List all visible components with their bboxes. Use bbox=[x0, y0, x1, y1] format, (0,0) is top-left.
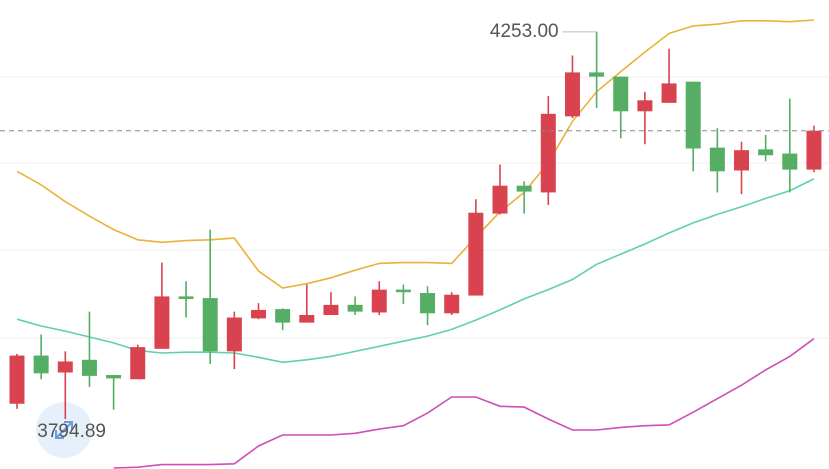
candle-body bbox=[202, 298, 218, 352]
candle-body bbox=[420, 293, 436, 314]
candle-body bbox=[395, 289, 411, 293]
candle-body bbox=[661, 83, 677, 103]
high-label: 4253.00 bbox=[490, 21, 559, 42]
candle-body bbox=[589, 72, 605, 77]
candle-body bbox=[516, 185, 532, 192]
candle-body bbox=[299, 315, 315, 323]
candle-body bbox=[106, 375, 122, 379]
candle-body bbox=[685, 81, 701, 149]
candle-body bbox=[9, 355, 25, 404]
candle-body bbox=[613, 76, 629, 112]
candle-body bbox=[492, 185, 508, 214]
candle-body bbox=[33, 355, 49, 374]
candle-body bbox=[371, 289, 387, 313]
candle-body bbox=[226, 317, 242, 352]
candle-body bbox=[347, 304, 363, 312]
candle-body bbox=[806, 130, 822, 170]
indicator-line bbox=[16, 178, 815, 364]
candle-body bbox=[57, 361, 73, 373]
candle-body bbox=[251, 309, 266, 319]
indicator-line bbox=[16, 19, 814, 289]
candle-body bbox=[564, 72, 580, 117]
candle-body bbox=[178, 296, 194, 299]
candle-body bbox=[540, 113, 556, 193]
candle-body bbox=[81, 359, 97, 376]
candle-body bbox=[782, 153, 798, 170]
low-label: 3794.89 bbox=[37, 421, 106, 442]
candle-body bbox=[323, 304, 339, 316]
candle-body bbox=[734, 150, 749, 171]
candle-body bbox=[130, 347, 146, 380]
candle-body bbox=[637, 100, 653, 112]
candle-body bbox=[709, 147, 725, 172]
background-grid bbox=[0, 76, 829, 339]
indicator-line bbox=[113, 338, 815, 469]
candle-body bbox=[758, 149, 774, 156]
candle-body bbox=[275, 309, 291, 323]
zoom-icon bbox=[55, 421, 73, 439]
candle-body bbox=[468, 212, 484, 296]
candle-body bbox=[444, 294, 460, 314]
candle-body bbox=[154, 296, 170, 349]
